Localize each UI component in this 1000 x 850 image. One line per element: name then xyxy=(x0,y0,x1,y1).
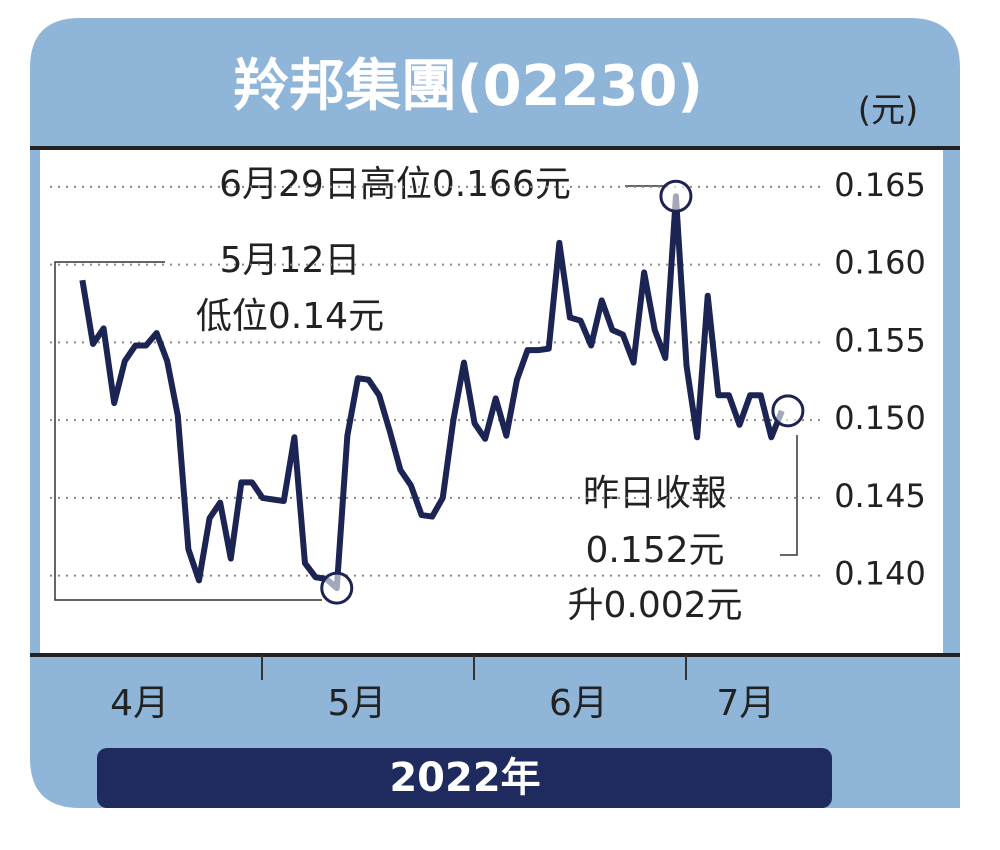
x-tick-label: 5月 xyxy=(327,683,386,724)
annotation: 0.152元 xyxy=(585,530,724,571)
annotation: 昨日收報 xyxy=(583,473,727,514)
annotation: 低位0.14元 xyxy=(196,296,384,337)
x-axis-label: 2022年 xyxy=(389,755,540,801)
y-tick-label: 0.165 xyxy=(834,166,926,204)
annotation: 6月29日高位0.166元 xyxy=(219,164,571,205)
x-tick-label: 6月 xyxy=(549,683,608,724)
y-tick-label: 0.140 xyxy=(834,555,926,593)
point-marker xyxy=(659,179,693,213)
y-tick-label: 0.160 xyxy=(834,244,926,282)
point-marker xyxy=(771,394,805,428)
x-tick-label: 4月 xyxy=(110,683,169,724)
annotation-bracket xyxy=(54,261,322,601)
annotation-bracket xyxy=(780,435,798,556)
annotation: 5月12日 xyxy=(220,240,361,281)
line xyxy=(79,193,785,592)
y-tick-label: 0.150 xyxy=(834,399,926,437)
x-tick-label: 7月 xyxy=(716,683,775,724)
unit-label: (元) xyxy=(858,91,919,131)
year-band xyxy=(97,748,832,808)
annotation: 升0.002元 xyxy=(567,585,742,626)
chart-title: 羚邦集團(02230) xyxy=(233,54,703,119)
y-tick-label: 0.145 xyxy=(834,477,926,515)
y-tick-label: 0.155 xyxy=(834,321,926,359)
point-marker xyxy=(320,571,354,605)
